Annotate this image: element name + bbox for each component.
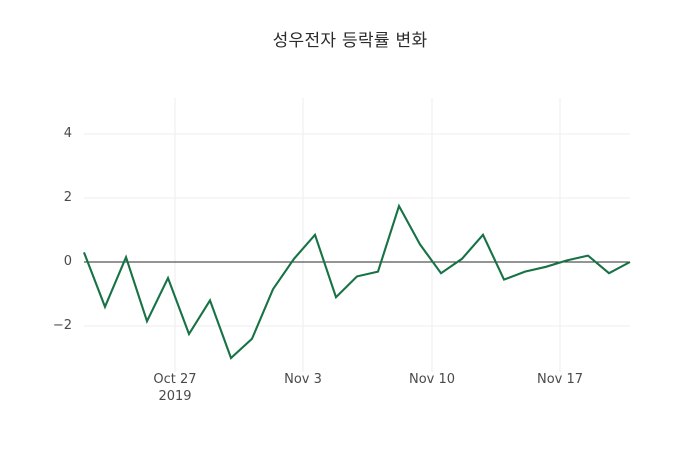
x-axis-tick-nov-3: Nov 3 [258, 371, 348, 388]
x-axis-tick-nov-17-label: Nov 17 [536, 372, 584, 387]
x-axis-tick-oct-27-year: 2019 [158, 389, 192, 404]
x-axis-tick-oct-27: Oct 27 2019 [130, 371, 220, 405]
y-axis-tick-0: 0 [63, 254, 72, 269]
x-gridlines [174, 98, 561, 372]
y-gridlines [84, 133, 630, 327]
x-axis-tick-nov-10: Nov 10 [387, 371, 477, 388]
x-axis-tick-oct-27-label: Oct 27 [153, 372, 197, 387]
x-axis-tick-nov-10-label: Nov 10 [408, 372, 456, 387]
x-axis-tick-nov-17: Nov 17 [515, 371, 605, 388]
y-axis-tick-minus-2: −2 [52, 318, 72, 333]
x-axis-tick-nov-3-label: Nov 3 [284, 372, 322, 387]
y-axis-tick-4: 4 [63, 126, 72, 141]
data-line-series-change-rate [83, 203, 631, 360]
y-axis-tick-2: 2 [63, 190, 72, 205]
chart-title: 성우전자 등락률 변화 [272, 31, 428, 51]
